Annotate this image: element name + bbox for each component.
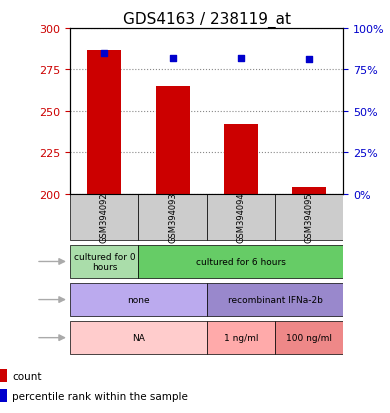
Bar: [0, 389, 7, 402]
Bar: [87, 50, 121, 194]
Text: NA: NA: [132, 333, 145, 342]
Bar: [0, 369, 7, 382]
Text: GSM394092: GSM394092: [100, 192, 109, 242]
Bar: [292, 188, 326, 194]
Point: [306, 57, 312, 64]
Text: none: none: [127, 295, 150, 304]
Bar: [275, 194, 343, 240]
Text: percentile rank within the sample: percentile rank within the sample: [12, 391, 188, 401]
Bar: [275, 321, 343, 354]
Text: GSM394095: GSM394095: [305, 192, 314, 242]
Bar: [207, 321, 275, 354]
Text: GSM394094: GSM394094: [236, 192, 245, 242]
Bar: [156, 87, 190, 194]
Title: GDS4163 / 238119_at: GDS4163 / 238119_at: [123, 12, 291, 28]
Text: GSM394093: GSM394093: [168, 192, 177, 242]
Bar: [138, 194, 207, 240]
Point: [238, 55, 244, 62]
Text: 100 ng/ml: 100 ng/ml: [286, 333, 332, 342]
Bar: [224, 125, 258, 194]
Text: cultured for 0
hours: cultured for 0 hours: [73, 252, 135, 271]
Bar: [70, 245, 138, 278]
Text: 1 ng/ml: 1 ng/ml: [223, 333, 258, 342]
Bar: [70, 194, 138, 240]
Bar: [207, 283, 343, 316]
Bar: [138, 245, 343, 278]
Bar: [207, 194, 275, 240]
Text: cultured for 6 hours: cultured for 6 hours: [196, 257, 286, 266]
Bar: [70, 283, 207, 316]
Text: count: count: [12, 371, 42, 381]
Point: [169, 55, 176, 62]
Bar: [70, 321, 207, 354]
Text: recombinant IFNa-2b: recombinant IFNa-2b: [227, 295, 323, 304]
Point: [101, 50, 107, 57]
